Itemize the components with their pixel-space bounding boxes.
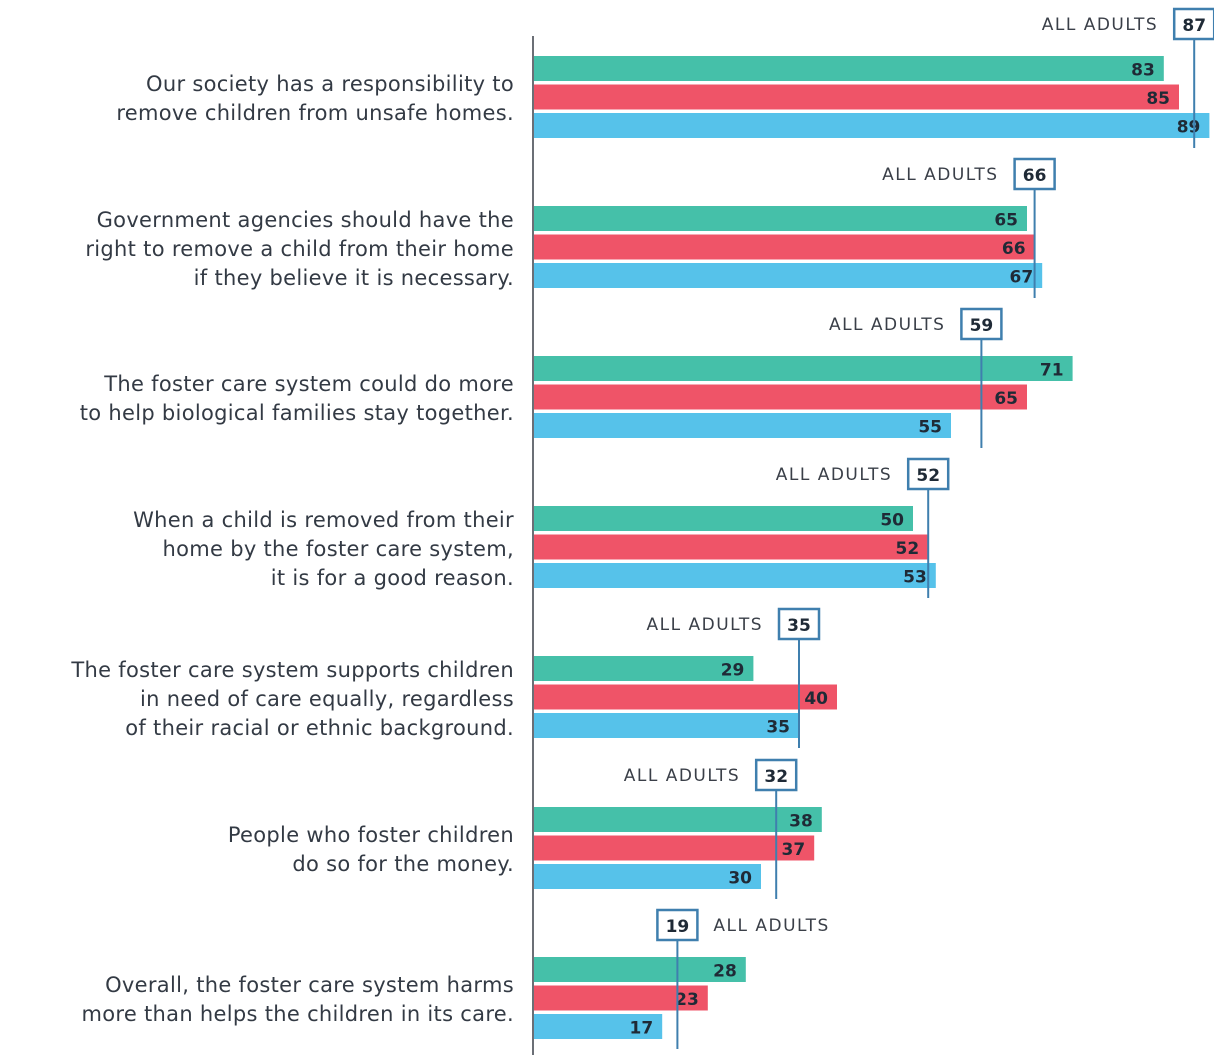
bar: [533, 356, 1073, 381]
bar-value-label: 53: [903, 568, 927, 588]
bar-value-label: 17: [630, 1019, 654, 1039]
all-adults-value: 19: [666, 917, 690, 937]
bar-value-label: 65: [994, 389, 1018, 409]
bar: [533, 85, 1179, 110]
all-adults-value: 32: [764, 767, 788, 787]
bar-value-label: 29: [721, 661, 745, 681]
bar-value-label: 35: [766, 718, 790, 738]
bar-value-label: 67: [1010, 268, 1034, 288]
all-adults-label: ALL ADULTS: [624, 766, 740, 786]
bar-value-label: 40: [804, 689, 828, 709]
all-adults-value: 52: [916, 466, 940, 486]
bar-value-label: 83: [1131, 61, 1155, 81]
bar-value-label: 55: [918, 418, 942, 438]
all-adults-value: 66: [1023, 166, 1047, 186]
bar: [533, 563, 936, 588]
bar-value-label: 30: [728, 869, 752, 889]
bar: [533, 206, 1027, 231]
bar-value-label: 28: [713, 962, 737, 982]
bar-value-label: 23: [675, 990, 699, 1010]
all-adults-value: 35: [787, 616, 811, 636]
all-adults-label: ALL ADULTS: [829, 315, 945, 335]
bar: [533, 807, 822, 832]
all-adults-label: ALL ADULTS: [647, 615, 763, 635]
bar-value-label: 52: [896, 539, 920, 559]
bar: [533, 685, 837, 710]
bar-value-label: 71: [1040, 361, 1064, 381]
bar: [533, 864, 761, 889]
bar-value-label: 38: [789, 812, 813, 832]
bar-value-label: 65: [994, 211, 1018, 231]
bar: [533, 535, 928, 560]
all-adults-value: 87: [1182, 16, 1206, 36]
all-adults-label: ALL ADULTS: [882, 165, 998, 185]
bar: [533, 56, 1164, 81]
all-adults-value: 59: [970, 316, 994, 336]
bar-value-label: 37: [782, 840, 806, 860]
all-adults-label: ALL ADULTS: [1042, 15, 1158, 35]
bar-value-label: 50: [880, 511, 904, 531]
bar: [533, 385, 1027, 410]
bar: [533, 113, 1209, 138]
bar-value-label: 89: [1177, 118, 1201, 138]
bar-value-label: 66: [1002, 239, 1026, 259]
bar: [533, 413, 951, 438]
bar: [533, 235, 1035, 260]
bar: [533, 506, 913, 531]
bar-value-label: 85: [1146, 89, 1170, 109]
all-adults-label: ALL ADULTS: [713, 916, 829, 936]
all-adults-label: ALL ADULTS: [776, 465, 892, 485]
bar: [533, 836, 814, 861]
bar: [533, 713, 799, 738]
bar: [533, 263, 1042, 288]
